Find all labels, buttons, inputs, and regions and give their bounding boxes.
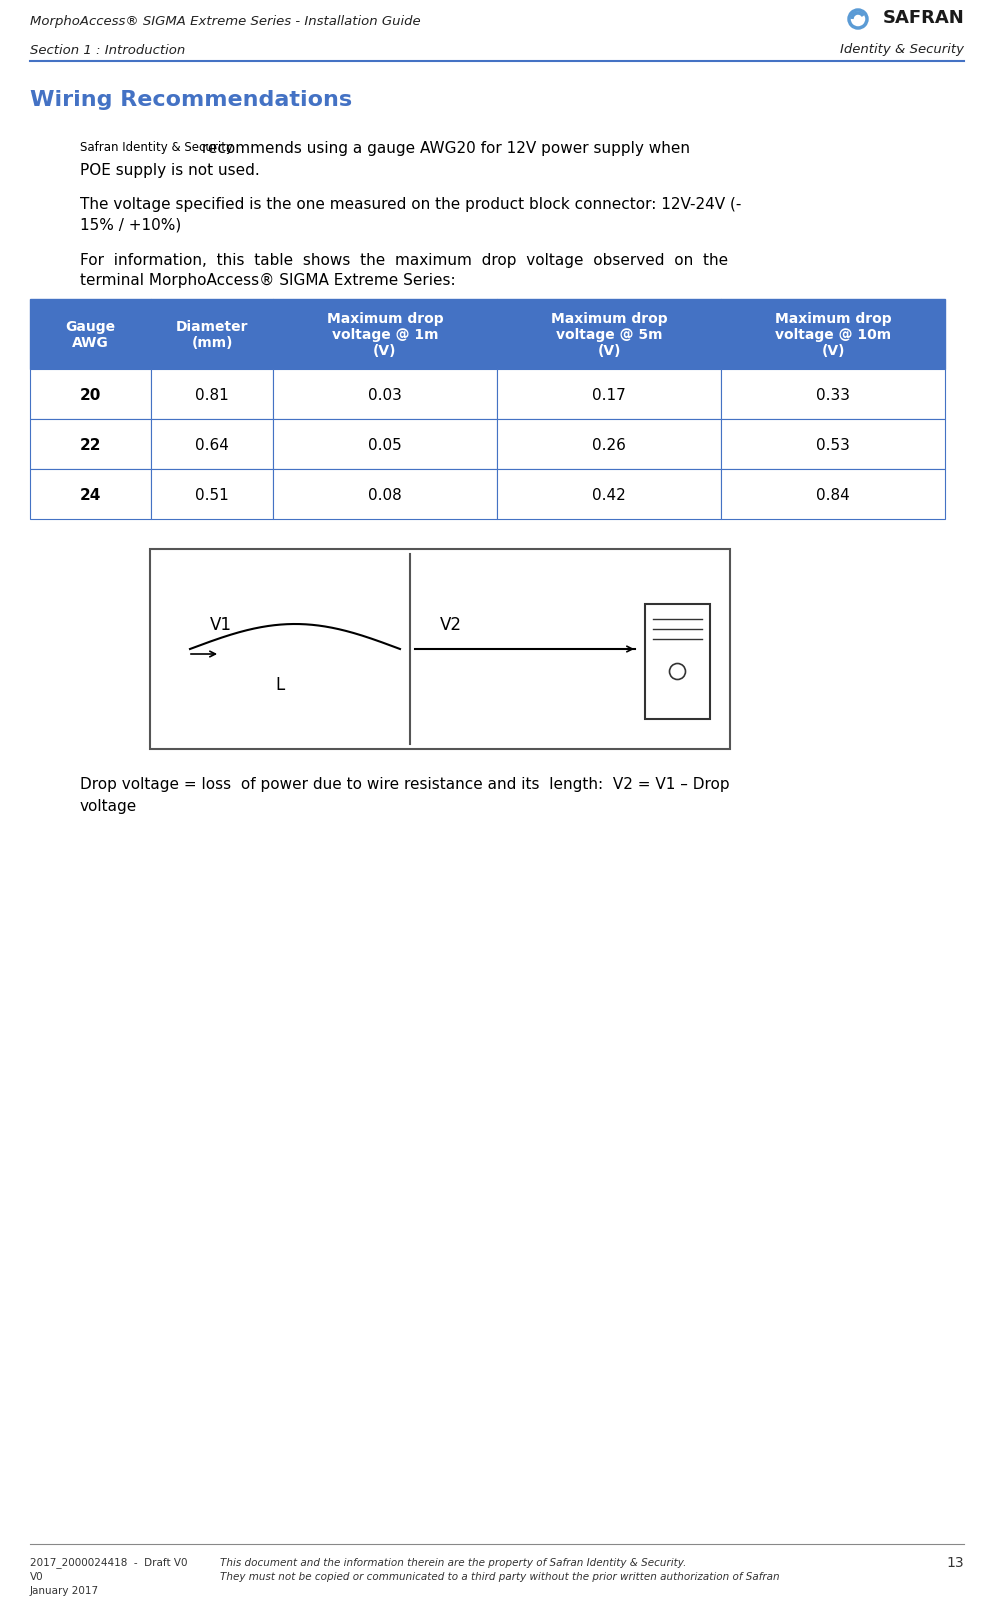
Bar	[722, 419, 945, 469]
Bar	[150, 550, 730, 749]
Text: recommends using a gauge AWG20 for 12V power supply when: recommends using a gauge AWG20 for 12V p…	[197, 140, 690, 156]
Text: 2017_2000024418  -  Draft V0: 2017_2000024418 - Draft V0	[30, 1557, 188, 1567]
Text: 0.81: 0.81	[195, 387, 229, 402]
Bar	[30, 301, 151, 370]
Text: Wiring Recommendations: Wiring Recommendations	[30, 90, 352, 109]
Text: 0.33: 0.33	[816, 387, 850, 402]
Bar	[722, 469, 945, 519]
Bar	[722, 370, 945, 419]
Text: Safran Identity & Security: Safran Identity & Security	[80, 141, 233, 154]
Text: Maximum drop
voltage @ 1m
(V): Maximum drop voltage @ 1m (V)	[327, 312, 443, 358]
Bar	[497, 370, 722, 419]
Bar	[151, 301, 272, 370]
Text: POE supply is not used.: POE supply is not used.	[80, 162, 259, 177]
Bar	[30, 419, 151, 469]
Text: Section 1 : Introduction: Section 1 : Introduction	[30, 43, 185, 56]
Circle shape	[670, 664, 686, 680]
Text: 15% / +10%): 15% / +10%)	[80, 217, 181, 233]
Text: The voltage specified is the one measured on the product block connector: 12V-24: The voltage specified is the one measure…	[80, 198, 742, 212]
Text: terminal MorphoAccess® SIGMA Extreme Series:: terminal MorphoAccess® SIGMA Extreme Ser…	[80, 272, 455, 288]
Text: MorphoAccess® SIGMA Extreme Series - Installation Guide: MorphoAccess® SIGMA Extreme Series - Ins…	[30, 16, 420, 29]
Text: 24: 24	[81, 487, 101, 501]
Bar	[30, 469, 151, 519]
Text: Maximum drop
voltage @ 10m
(V): Maximum drop voltage @ 10m (V)	[775, 312, 892, 358]
Text: 20: 20	[81, 387, 101, 402]
Text: 0.05: 0.05	[368, 437, 402, 452]
Bar	[497, 301, 722, 370]
Text: Drop voltage = loss  of power due to wire resistance and its  length:  V2 = V1 –: Drop voltage = loss of power due to wire…	[80, 778, 730, 792]
Text: L: L	[275, 675, 284, 694]
Text: 0.26: 0.26	[592, 437, 626, 452]
Text: For  information,  this  table  shows  the  maximum  drop  voltage  observed  on: For information, this table shows the ma…	[80, 252, 729, 267]
Bar	[722, 301, 945, 370]
Text: V2: V2	[440, 615, 462, 633]
Text: 13: 13	[946, 1556, 964, 1568]
Text: SAFRAN: SAFRAN	[883, 10, 964, 27]
Text: 0.84: 0.84	[816, 487, 850, 501]
Text: 0.08: 0.08	[368, 487, 402, 501]
Bar	[645, 604, 710, 720]
Text: V1: V1	[210, 615, 232, 633]
Text: Gauge
AWG: Gauge AWG	[66, 320, 115, 350]
Bar	[272, 301, 497, 370]
Text: 0.51: 0.51	[195, 487, 229, 501]
Text: This document and the information therein are the property of Safran Identity & : This document and the information therei…	[220, 1557, 687, 1567]
Text: 0.03: 0.03	[368, 387, 402, 402]
Text: voltage: voltage	[80, 799, 137, 815]
Text: 0.42: 0.42	[592, 487, 626, 501]
Bar	[497, 469, 722, 519]
Text: Identity & Security: Identity & Security	[840, 43, 964, 56]
Text: Diameter
(mm): Diameter (mm)	[176, 320, 248, 350]
Bar	[151, 419, 272, 469]
Text: V0: V0	[30, 1572, 44, 1581]
Text: Maximum drop
voltage @ 5m
(V): Maximum drop voltage @ 5m (V)	[551, 312, 667, 358]
Text: 0.17: 0.17	[592, 387, 626, 402]
Bar	[272, 370, 497, 419]
Text: 22: 22	[80, 437, 101, 452]
Bar	[272, 469, 497, 519]
Text: January 2017: January 2017	[30, 1585, 99, 1596]
Bar	[497, 419, 722, 469]
Text: 0.53: 0.53	[816, 437, 850, 452]
Text: They must not be copied or communicated to a third party without the prior writt: They must not be copied or communicated …	[220, 1572, 779, 1581]
Text: 0.64: 0.64	[195, 437, 229, 452]
Bar	[151, 469, 272, 519]
Bar	[151, 370, 272, 419]
Bar	[30, 370, 151, 419]
Bar	[272, 419, 497, 469]
